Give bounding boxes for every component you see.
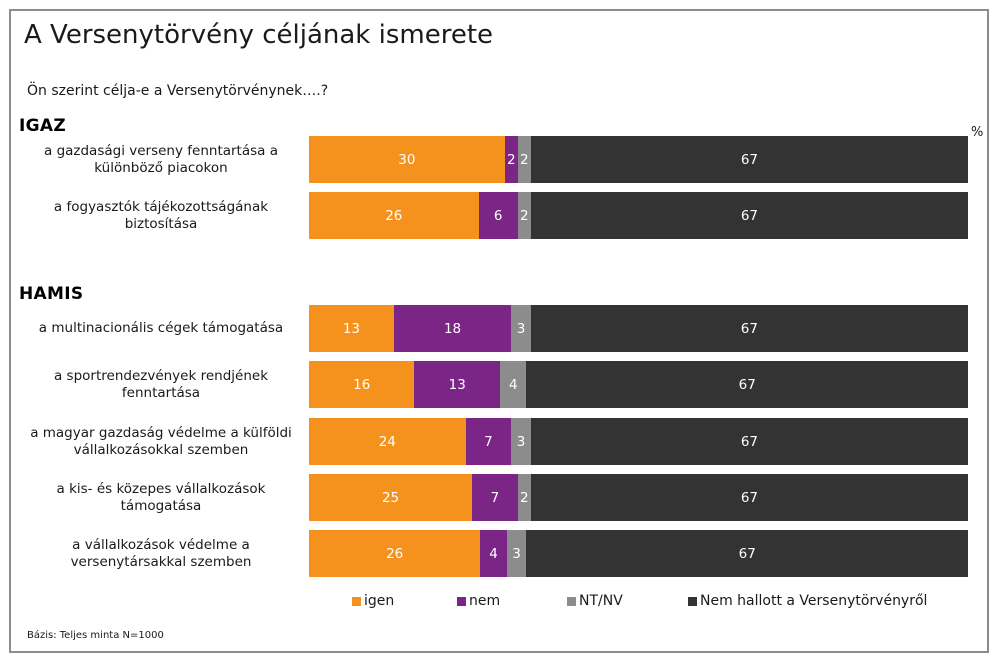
bar-segment-igen: 30 [309,136,505,183]
bar-segment-igen: 13 [309,305,394,352]
data-label: 26 [386,545,404,562]
row-label: a gazdasági verseny fenntartása a különb… [44,142,278,176]
base-note: Bázis: Teljes minta N=1000 [27,630,164,641]
data-label: 13 [448,376,466,393]
bar-segment-nemhallott: 67 [530,136,968,183]
stacked-bar: 16 13 4 67 [309,361,968,408]
data-label: 26 [385,207,403,224]
section-label-hamis: HAMIS [19,284,84,304]
legend-item-nem: nem [457,593,500,609]
row-label: a sportrendezvények rendjének fenntartás… [53,367,269,401]
data-label: 67 [740,207,758,224]
data-label: 2 [520,489,529,506]
data-label: 3 [512,545,521,562]
stacked-bar: 30 2 2 67 [309,136,968,183]
stacked-bar: 26 6 2 67 [309,192,968,239]
data-label: 24 [378,433,396,450]
bar-segment-nemhallott: 67 [530,192,968,239]
row-label: a fogyasztók tájékozottságának biztosítá… [53,198,269,232]
bar-segment-igen: 26 [309,530,481,577]
bar-segment-nem: 7 [465,418,512,465]
legend-swatch [567,596,576,606]
legend-swatch [352,596,361,606]
legend-item-ntnv: NT/NV [567,593,623,609]
bar-segment-ntnv: 2 [517,136,531,183]
legend-label: nem [469,593,501,609]
data-label: 25 [381,489,400,506]
bar-segment-nemhallott: 67 [526,530,968,577]
row-label: a magyar gazdaság védelme a külföldi vál… [30,424,292,458]
data-label: 67 [738,376,756,393]
bar-segment-igen: 26 [309,192,479,239]
data-label: 2 [506,151,516,168]
bar-segment-ntnv: 2 [517,192,531,239]
row-label: a multinacionális cégek támogatása [38,320,284,336]
bar-segment-ntnv: 4 [500,361,527,408]
data-label: 3 [516,433,526,450]
data-label: 4 [489,545,498,562]
legend-swatch [457,596,466,606]
row-label: a vállalkozások védelme a versenytársakk… [70,536,252,570]
bar-segment-ntnv: 3 [511,305,531,352]
bar-segment-nem: 6 [478,192,518,239]
stacked-bar: 13 18 3 67 [309,305,968,352]
legend-label: igen [364,593,395,609]
legend-label: NT/NV [579,593,623,609]
bar-segment-igen: 16 [309,361,415,408]
unit-label: % [971,125,984,140]
bar-segment-nem: 2 [504,136,518,183]
bar-segment-ntnv: 3 [511,418,531,465]
data-label: 6 [493,207,503,224]
data-label: 18 [443,320,462,337]
legend: igen nem NT/NV Nem hallott a Versenytörv… [0,593,998,611]
section-label-igaz: IGAZ [19,116,66,136]
data-label: 3 [516,320,526,337]
bar-segment-igen: 25 [309,474,473,521]
chart-subtitle: Ön szerint célja-e a Versenytörvénynek….… [27,83,329,99]
data-label: 67 [740,433,758,450]
bar-segment-nem: 13 [414,361,501,408]
row-label: a kis- és közepes vállalkozások támogatá… [56,480,266,514]
legend-item-nem-hallott: Nem hallott a Versenytörvényről [688,593,927,609]
data-label: 67 [738,545,756,562]
bar-segment-igen: 24 [309,418,466,465]
bar-segment-nemhallott: 67 [530,305,968,352]
bar-segment-nem: 4 [480,530,507,577]
data-label: 2 [520,207,529,224]
data-label: 13 [342,320,360,337]
bar-segment-nemhallott: 67 [530,418,968,465]
data-label: 16 [353,376,371,393]
bar-segment-nem: 18 [393,305,512,352]
data-label: 67 [740,320,758,337]
data-label: 4 [508,376,518,393]
stacked-bar: 24 7 3 67 [309,418,968,465]
chart-title: A Versenytörvény céljának ismerete [24,20,494,50]
stacked-bar: 25 7 2 67 [309,474,968,521]
bar-segment-ntnv: 2 [517,474,531,521]
data-label: 30 [398,151,416,168]
data-label: 67 [740,151,758,168]
bar-segment-nem: 7 [472,474,518,521]
bar-segment-nemhallott: 67 [526,361,968,408]
data-label: 67 [740,489,758,506]
legend-item-igen: igen [352,593,394,609]
bar-segment-nemhallott: 67 [530,474,968,521]
data-label: 7 [484,433,493,450]
bar-segment-ntnv: 3 [506,530,527,577]
legend-label: Nem hallott a Versenytörvényről [700,593,928,609]
legend-swatch [688,596,697,606]
data-label: 2 [520,151,529,168]
data-label: 7 [490,489,500,506]
stacked-bar: 26 4 3 67 [309,530,968,577]
